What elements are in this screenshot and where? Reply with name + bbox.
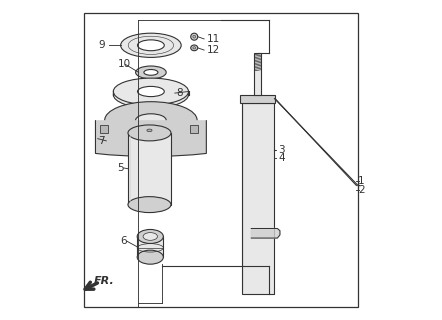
Ellipse shape xyxy=(121,33,181,57)
Ellipse shape xyxy=(193,47,196,49)
Ellipse shape xyxy=(143,233,157,240)
Ellipse shape xyxy=(137,86,164,97)
Ellipse shape xyxy=(191,33,198,40)
Text: 7: 7 xyxy=(98,136,105,146)
Text: 3: 3 xyxy=(278,146,285,156)
Ellipse shape xyxy=(144,69,158,75)
Bar xyxy=(100,125,108,133)
Bar xyxy=(240,95,275,103)
Bar xyxy=(137,236,164,257)
Text: 6: 6 xyxy=(121,236,127,246)
Bar xyxy=(84,13,358,307)
Polygon shape xyxy=(251,228,280,238)
Text: FR.: FR. xyxy=(94,276,114,286)
Text: 8: 8 xyxy=(176,88,183,98)
Ellipse shape xyxy=(137,40,164,51)
Ellipse shape xyxy=(128,197,171,212)
Ellipse shape xyxy=(147,129,152,132)
Bar xyxy=(242,103,274,294)
Ellipse shape xyxy=(137,250,164,264)
Text: 9: 9 xyxy=(98,40,105,50)
Ellipse shape xyxy=(136,66,166,79)
Text: 12: 12 xyxy=(207,45,220,55)
Ellipse shape xyxy=(136,114,166,126)
Bar xyxy=(128,133,171,204)
Text: 5: 5 xyxy=(118,163,124,173)
PathPatch shape xyxy=(95,120,206,156)
Ellipse shape xyxy=(137,229,164,244)
Text: 11: 11 xyxy=(207,34,220,44)
Ellipse shape xyxy=(113,78,188,105)
Text: 10: 10 xyxy=(118,60,130,69)
Ellipse shape xyxy=(191,45,198,51)
Ellipse shape xyxy=(128,125,171,141)
Text: 2: 2 xyxy=(358,185,365,195)
Ellipse shape xyxy=(193,35,196,38)
Bar xyxy=(254,53,261,95)
Ellipse shape xyxy=(113,81,188,108)
Ellipse shape xyxy=(105,102,197,139)
Bar xyxy=(190,125,198,133)
Text: 1: 1 xyxy=(358,176,365,186)
Text: 4: 4 xyxy=(278,153,285,164)
